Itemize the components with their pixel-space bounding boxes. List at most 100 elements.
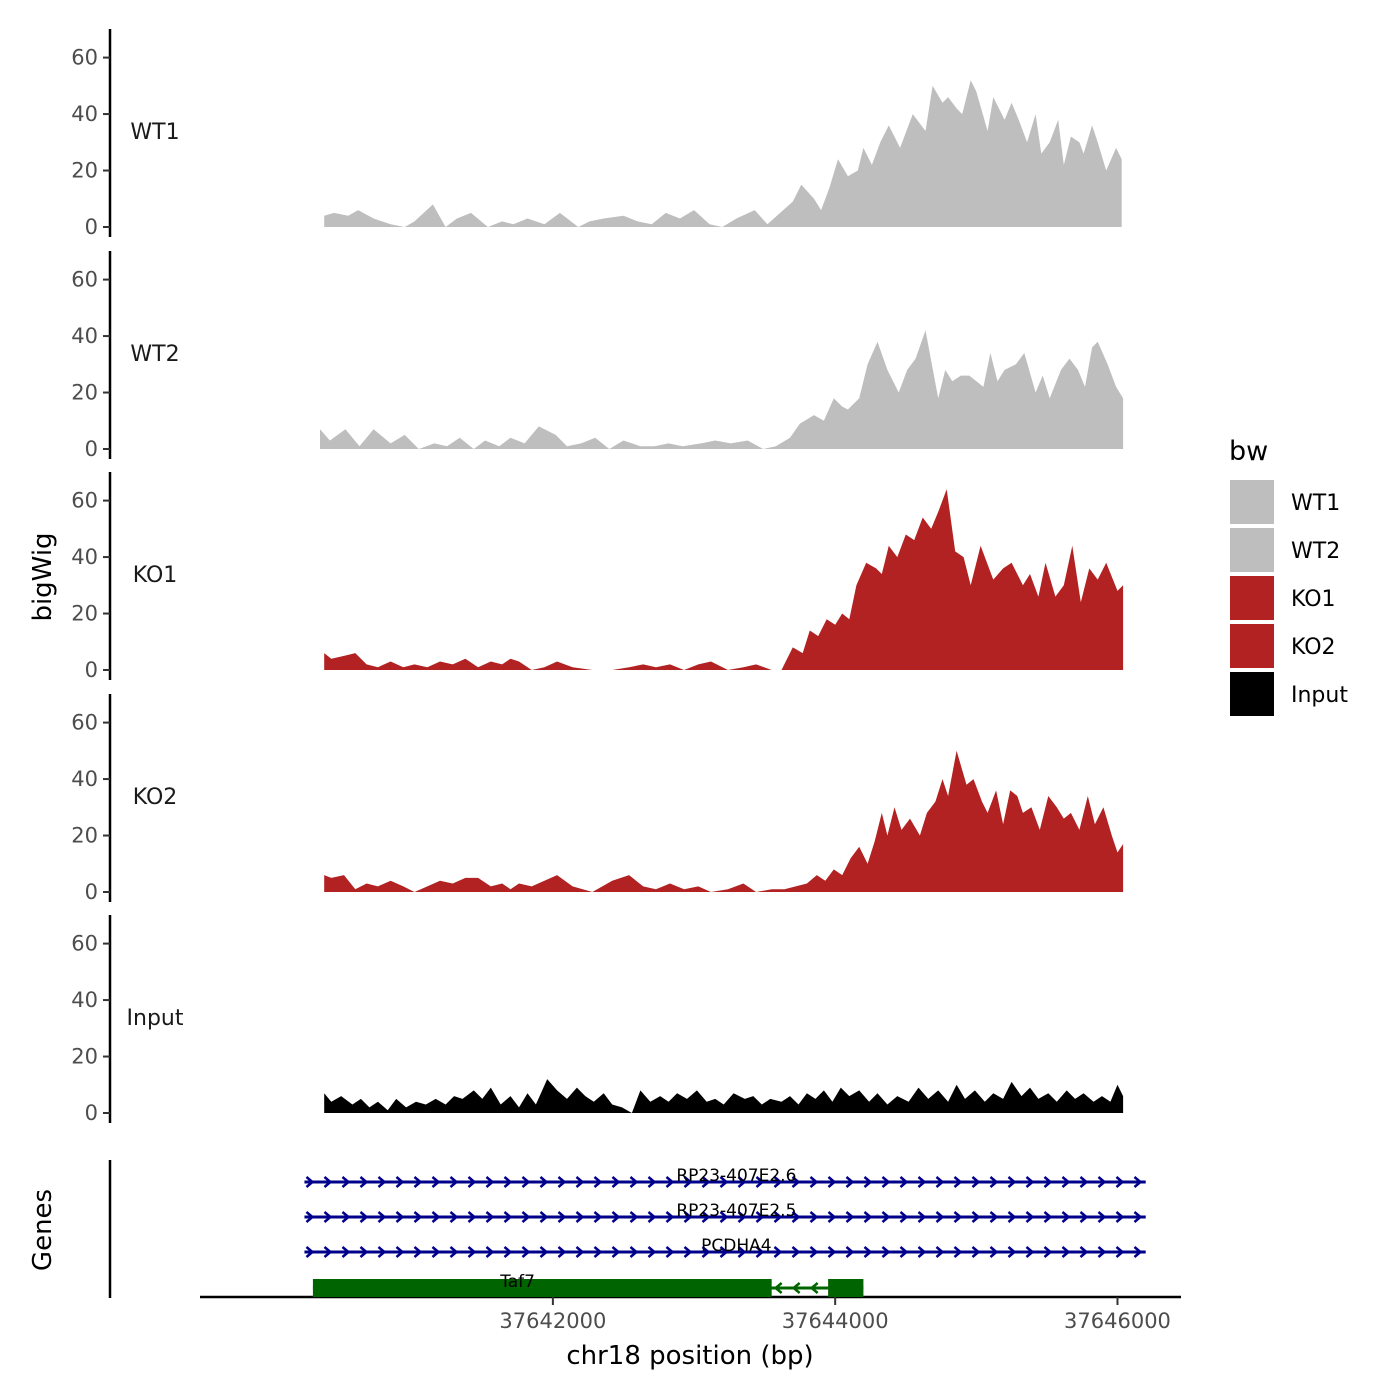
strand-chevron — [323, 1211, 333, 1223]
legend-label-ko1: KO1 — [1291, 587, 1336, 612]
strand-chevron — [521, 1176, 531, 1188]
y-tick-label: 60 — [71, 46, 98, 70]
strand-chevron — [1079, 1211, 1089, 1223]
gene-pcdha4: PCDHA4 — [304, 1236, 1146, 1258]
strand-chevron — [827, 1176, 837, 1188]
strand-chevron — [647, 1211, 657, 1223]
strand-chevron — [323, 1176, 333, 1188]
legend-title: bw — [1229, 436, 1268, 467]
track-wt2: 0 20 40 60 WT2 — [71, 251, 1124, 461]
strand-chevron — [539, 1246, 549, 1258]
strand-chevron — [305, 1176, 315, 1188]
strand-chevron — [953, 1246, 963, 1258]
strand-chevron — [611, 1176, 621, 1188]
y-tick-label: 40 — [71, 545, 98, 569]
strand-chevron — [1061, 1176, 1071, 1188]
strand-chevron — [1007, 1176, 1017, 1188]
strand-chevron — [791, 1176, 801, 1188]
strand-chevron — [305, 1246, 315, 1258]
strand-chevron — [485, 1246, 495, 1258]
y-tick-label: 0 — [85, 215, 98, 239]
strand-chevron — [773, 1211, 783, 1223]
strand-chevron — [809, 1246, 819, 1258]
strand-chevron — [539, 1176, 549, 1188]
strand-chevron — [611, 1211, 621, 1223]
strand-chevron — [629, 1176, 639, 1188]
gene-panel-title: Genes — [28, 1189, 58, 1271]
gene-annotation-panel: RP23-407E2.6 RP23-407E2.5 PCDHA4 Taf7 376420… — [108, 1160, 1181, 1333]
y-tick-label: 40 — [71, 767, 98, 791]
area-ko1 — [324, 489, 1124, 670]
y-tick-label: 0 — [85, 658, 98, 682]
strand-chevron — [413, 1176, 423, 1188]
y-tick-label: 0 — [85, 1101, 98, 1125]
strand-chevron — [377, 1176, 387, 1188]
strand-chevron — [1025, 1246, 1035, 1258]
strand-chevron — [413, 1211, 423, 1223]
x-axis-title: chr18 position (bp) — [566, 1341, 813, 1371]
strand-chevron — [1115, 1176, 1125, 1188]
strand-chevron — [341, 1246, 351, 1258]
strand-chevron — [917, 1176, 927, 1188]
y-tick-label: 60 — [71, 932, 98, 956]
y-tick-label: 40 — [71, 102, 98, 126]
strand-chevron — [431, 1211, 441, 1223]
strand-chevron — [845, 1211, 855, 1223]
strand-chevron — [773, 1246, 783, 1258]
strand-chevron — [917, 1246, 927, 1258]
strand-chevron — [431, 1246, 441, 1258]
strand-chevron — [863, 1176, 873, 1188]
strand-chevron — [1061, 1246, 1071, 1258]
legend-key-input — [1230, 672, 1274, 716]
strand-chevron — [809, 1282, 819, 1294]
strand-chevron — [971, 1176, 981, 1188]
strand-chevron — [899, 1176, 909, 1188]
strand-chevron — [377, 1246, 387, 1258]
track-label: KO1 — [133, 563, 178, 588]
strand-chevron — [845, 1246, 855, 1258]
strand-chevron — [593, 1246, 603, 1258]
strand-chevron — [755, 1246, 765, 1258]
strand-chevron — [431, 1176, 441, 1188]
strand-chevron — [503, 1176, 513, 1188]
strand-chevron — [755, 1176, 765, 1188]
strand-chevron — [845, 1176, 855, 1188]
strand-chevron — [953, 1176, 963, 1188]
gene-rp23-407e2-6: RP23-407E2.6 — [304, 1166, 1146, 1188]
signal-tracks: 0 20 40 60 WT1 0 20 40 60 WT2 0 20 40 60 KO1 0 20 40 60 KO2… — [71, 29, 1124, 1125]
strand-chevron — [683, 1246, 693, 1258]
strand-chevron — [719, 1246, 729, 1258]
strand-chevron — [827, 1211, 837, 1223]
strand-chevron — [773, 1176, 783, 1188]
strand-chevron — [467, 1211, 477, 1223]
strand-chevron — [359, 1176, 369, 1188]
strand-chevron — [359, 1211, 369, 1223]
exon-block — [312, 1279, 772, 1297]
legend-label-wt1: WT1 — [1291, 491, 1340, 516]
strand-chevron — [557, 1176, 567, 1188]
gene-label: PCDHA4 — [701, 1236, 771, 1256]
strand-chevron — [953, 1211, 963, 1223]
y-tick-label: 60 — [71, 489, 98, 513]
strand-chevron — [971, 1246, 981, 1258]
track-label: KO2 — [133, 785, 178, 810]
strand-chevron — [647, 1246, 657, 1258]
strand-chevron — [1079, 1246, 1089, 1258]
strand-chevron — [629, 1211, 639, 1223]
track-ko2: 0 20 40 60 KO2 — [71, 694, 1124, 904]
strand-chevron — [665, 1176, 675, 1188]
strand-chevron — [1043, 1211, 1053, 1223]
gene-taf7: Taf7 — [312, 1272, 864, 1297]
strand-chevron — [863, 1246, 873, 1258]
strand-chevron — [737, 1176, 747, 1188]
strand-chevron — [719, 1211, 729, 1223]
strand-chevron — [1133, 1176, 1143, 1188]
strand-chevron — [683, 1176, 693, 1188]
area-wt2 — [320, 330, 1124, 449]
strand-chevron — [557, 1246, 567, 1258]
strand-chevron — [863, 1211, 873, 1223]
strand-chevron — [485, 1176, 495, 1188]
strand-chevron — [827, 1246, 837, 1258]
strand-chevron — [773, 1282, 783, 1294]
